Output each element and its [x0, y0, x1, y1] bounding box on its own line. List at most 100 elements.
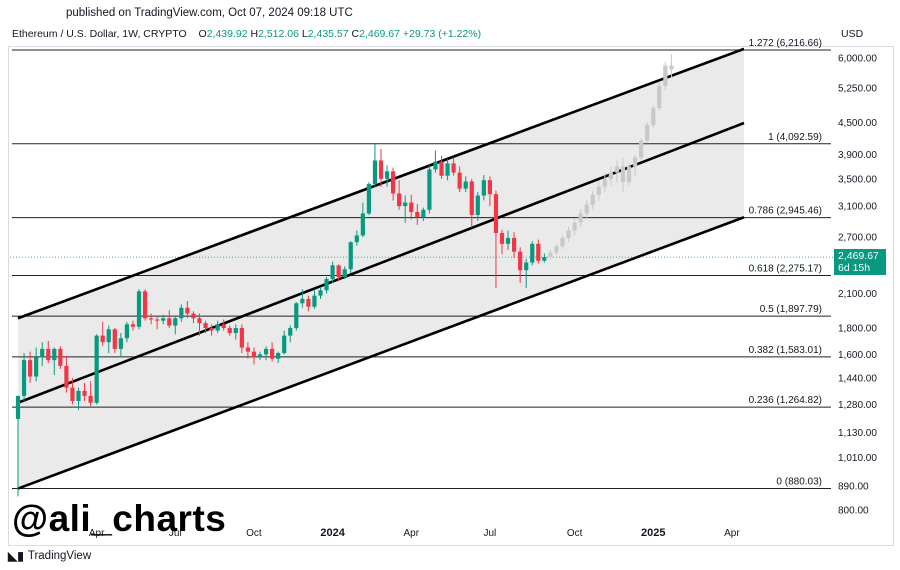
y-tick-label: 1,010.00: [838, 453, 877, 464]
candle: [348, 242, 353, 270]
candle: [21, 360, 27, 396]
candle: [300, 298, 305, 304]
candle: [391, 171, 396, 194]
tradingview-logo-icon: ◣▮: [8, 549, 24, 563]
candle: [82, 390, 87, 396]
y-tick-label: 1,280.00: [838, 400, 877, 411]
candle: [439, 161, 444, 176]
x-tick-label: Oct: [567, 528, 583, 539]
x-tick-label: 2025: [641, 527, 665, 539]
close-label: C: [351, 28, 360, 40]
tradingview-logo[interactable]: ◣▮ TradingView: [8, 549, 91, 563]
x-tick-label: Apr: [89, 528, 105, 539]
candle: [276, 353, 281, 359]
candle: [354, 235, 359, 243]
candle: [136, 291, 142, 327]
last-price-tag: 2,469.67 6d 15h: [834, 249, 886, 275]
candle: [100, 335, 105, 343]
candle: [451, 163, 456, 173]
projection-candle: [633, 157, 638, 167]
candle: [179, 307, 184, 319]
candle: [209, 328, 214, 331]
fib-level-label: 1 (4,092.59): [768, 132, 822, 143]
fib-level-label: 0.236 (1,264.82): [749, 395, 822, 406]
candle: [270, 348, 275, 359]
projection-candle: [645, 125, 650, 141]
candle: [505, 237, 511, 244]
y-tick-label: 3,500.00: [838, 174, 877, 185]
candle: [215, 324, 220, 331]
fib-level-label: 0.618 (2,275.17): [749, 263, 822, 274]
projection-candle: [560, 237, 565, 247]
projection-candle: [663, 65, 668, 86]
x-tick-label: Jul: [484, 528, 497, 539]
tradingview-brand: TradingView: [27, 550, 92, 562]
y-tick-label: 3,100.00: [838, 202, 877, 213]
candle: [239, 328, 244, 348]
candle: [481, 180, 486, 196]
projection-candle: [602, 178, 607, 187]
y-tick-label: 4,500.00: [838, 118, 877, 129]
candle: [76, 390, 81, 402]
projection-candle: [657, 85, 662, 109]
candle: [173, 318, 178, 326]
bar-countdown: 6d 15h: [838, 262, 871, 274]
channel-line-lower: [17, 216, 745, 490]
candle: [493, 194, 499, 233]
candle: [360, 213, 365, 236]
candle: [161, 318, 166, 321]
candle: [221, 324, 226, 329]
candle: [52, 348, 57, 361]
candle: [130, 324, 136, 327]
open-value: 2,439.92: [206, 28, 248, 40]
x-tick-label: Apr: [403, 528, 419, 539]
candle: [106, 329, 111, 343]
candle: [306, 298, 311, 307]
candle: [475, 195, 480, 215]
y-tick-label: 6,000.00: [838, 54, 877, 65]
projection-candle: [608, 172, 613, 179]
candle: [233, 328, 238, 334]
candle: [409, 202, 414, 212]
high-label: H: [250, 28, 259, 40]
projection-candle: [620, 166, 626, 183]
candle: [457, 172, 462, 189]
projection-candle: [626, 166, 632, 183]
candle: [312, 295, 317, 307]
candle: [263, 348, 269, 355]
candle: [415, 211, 420, 218]
projection-candle: [566, 230, 571, 238]
candle: [524, 262, 529, 271]
candle: [124, 324, 129, 339]
symbol-name: Ethereum / U.S. Dollar, 1W, CRYPTO: [12, 28, 187, 40]
candle: [445, 163, 450, 176]
y-tick-label: 5,250.00: [838, 83, 877, 94]
candle: [384, 171, 390, 179]
candle: [118, 338, 123, 349]
y-tick-label: 1,800.00: [838, 324, 877, 335]
candle: [155, 319, 160, 321]
candle: [197, 318, 202, 324]
projection-candle: [669, 65, 674, 70]
candle: [336, 265, 341, 277]
candle: [499, 232, 505, 244]
candle: [245, 347, 250, 352]
y-tick-label: 2,100.00: [838, 289, 877, 300]
candle: [372, 160, 378, 185]
candle: [167, 318, 172, 326]
projection-candle: [548, 252, 553, 258]
close-value: 2,469.67: [359, 28, 400, 40]
candle: [378, 160, 384, 179]
open-label: O: [198, 28, 207, 40]
fib-level-label: 0 (880.03): [776, 477, 822, 488]
projection-candle: [590, 194, 595, 205]
author-watermark: @ali_charts: [12, 498, 227, 539]
change-value: +29.73 (+1.22%): [402, 28, 482, 40]
candle: [324, 278, 329, 291]
high-value: 2,512.06: [258, 28, 299, 40]
projection-candle: [614, 166, 620, 173]
chart-frame: [8, 46, 894, 546]
y-tick-label: 890.00: [838, 482, 869, 493]
candle: [94, 335, 99, 403]
